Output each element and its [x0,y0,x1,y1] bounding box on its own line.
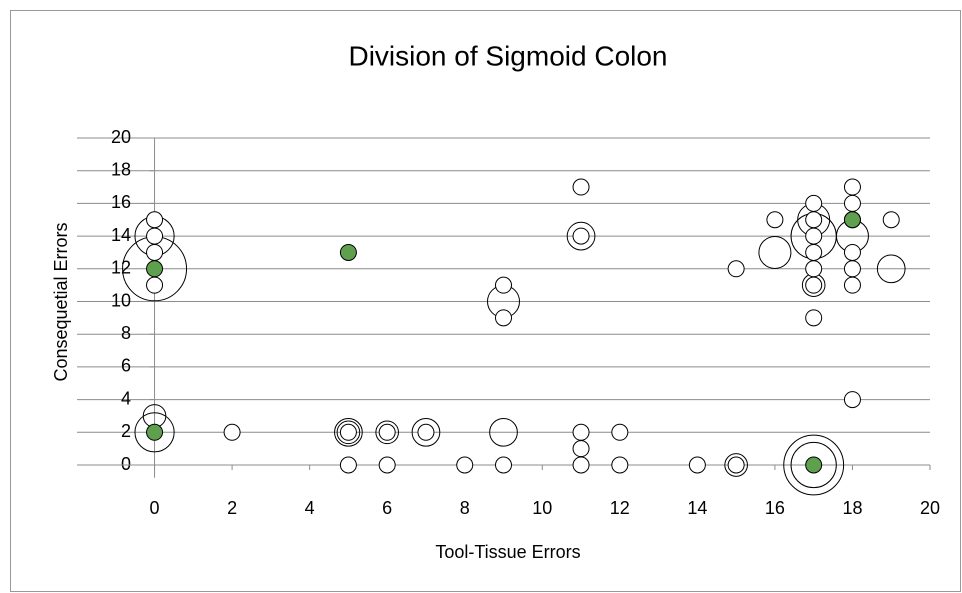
bubble [805,456,823,474]
y-tick-label: 12 [111,258,131,278]
y-tick-label: 16 [111,192,131,212]
x-axis-label: Tool-Tissue Errors [435,542,580,562]
bubble [572,423,590,441]
bubble [375,420,399,445]
bubble [766,211,784,229]
x-tick-label: 16 [765,498,785,518]
bubble [146,227,164,245]
bubble [758,235,792,269]
bubble [843,260,861,278]
bubble [790,441,837,489]
bubble [727,260,745,278]
bubble [146,276,164,294]
bubble [805,211,823,229]
bubble [336,420,361,445]
chart-title: Division of Sigmoid Colon [348,40,667,71]
bubble [805,260,823,278]
y-tick-label: 4 [121,388,131,408]
bubble [378,456,396,474]
bubble [843,391,861,409]
bubble [417,423,435,441]
x-tick-label: 2 [227,498,237,518]
bubble [495,309,512,327]
y-tick-label: 6 [121,356,131,376]
x-tick-label: 10 [532,498,552,518]
bubble [843,194,861,212]
bubble [146,243,164,261]
bubble [783,434,845,496]
bubble [134,412,175,453]
x-tick-label: 8 [460,498,470,518]
x-tick-label: 14 [687,498,707,518]
bubble [843,276,861,294]
bubble [572,440,590,458]
bubble [339,423,357,441]
bubble [223,423,241,441]
bubble [572,178,590,196]
bubble [611,456,629,474]
bubble [495,456,512,474]
bubble [572,456,590,474]
bubble [805,309,823,327]
bubble [876,254,906,284]
x-tick-label: 12 [610,498,630,518]
bubble [334,417,363,447]
bubble [566,221,596,251]
x-tick-label: 18 [842,498,862,518]
bubble [411,417,441,447]
y-tick-label: 10 [111,290,131,310]
bubble [339,456,357,474]
bubble [843,178,861,196]
bubble [688,456,706,474]
x-tick-label: 4 [305,498,315,518]
bubble [805,243,823,261]
bubble [611,423,629,441]
bubble [843,243,861,261]
bubble [456,456,474,474]
y-axis-label: Consequetial Errors [51,222,71,381]
bubble [339,243,357,261]
bubble [146,211,164,229]
bubble [805,276,823,294]
x-tick-label: 0 [150,498,160,518]
y-tick-label: 14 [111,225,131,245]
bubble [724,453,748,477]
bubble [805,227,823,245]
bubble [882,211,900,229]
y-tick-label: 20 [111,127,131,147]
x-tick-label: 20 [920,498,940,518]
y-tick-label: 8 [121,323,131,343]
bubble [146,260,164,278]
bubble [727,456,745,474]
bubble [805,194,823,212]
y-tick-label: 2 [121,421,131,441]
bubble [489,417,518,447]
bubble [572,227,590,245]
y-tick-label: 18 [111,159,131,179]
bubble [146,423,164,441]
bubble [495,276,512,294]
x-tick-label: 6 [382,498,392,518]
bubble [843,211,861,229]
y-tick-label: 0 [121,454,131,474]
bubble [378,423,396,441]
